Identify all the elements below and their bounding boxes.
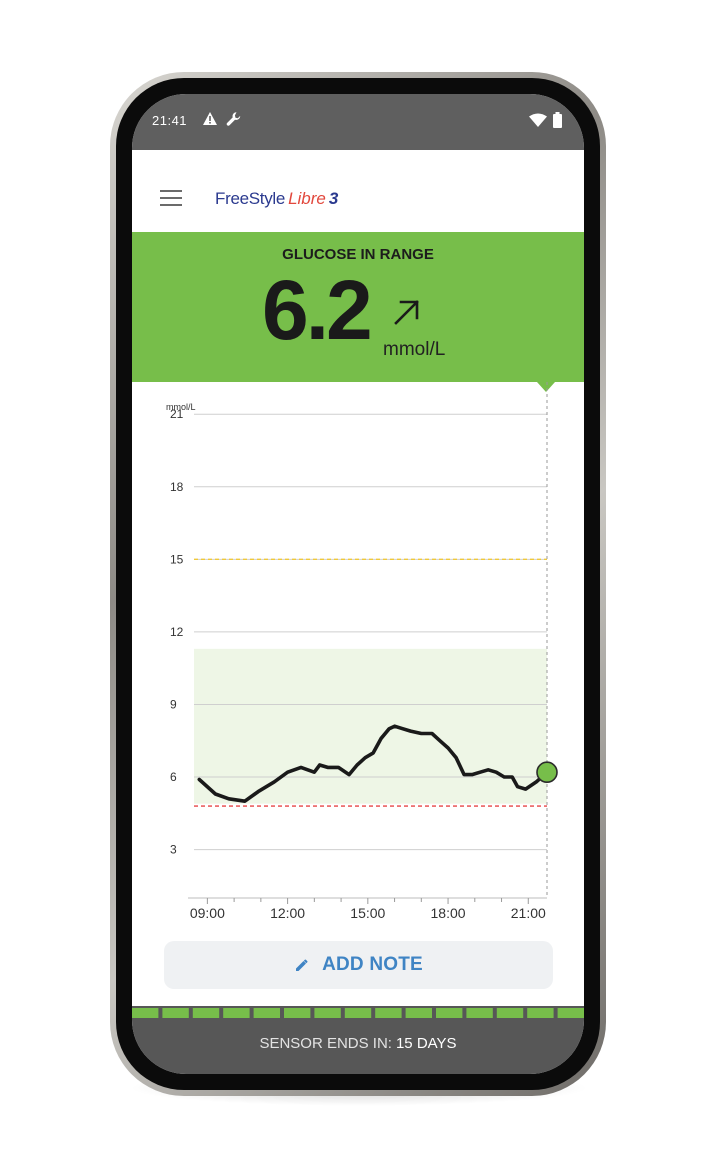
status-bar: 21:41 <box>132 94 584 150</box>
sensor-day-segment <box>527 1008 554 1018</box>
sensor-day-segment <box>405 1008 432 1018</box>
rising-arrow-icon <box>394 300 419 325</box>
app-bar: FreeStyle Libre 3 <box>132 150 584 232</box>
y-tick-label: 15 <box>170 552 184 566</box>
sensor-day-segment <box>253 1008 280 1018</box>
logo-version: 3 <box>328 189 339 208</box>
glucose-value: 6.2 <box>262 263 373 357</box>
logo-freestyle: FreeStyle <box>215 189 286 208</box>
phone-screen: 21:41 FreeStyle Libre 3 GLUCOSE IN RANGE 6… <box>132 94 584 1074</box>
battery-icon <box>553 112 562 133</box>
y-tick-label: 6 <box>170 770 177 784</box>
glucose-chart: mmol/L21 18 15 12 9 6 3 09:00 12:00 15:00 18:00 21:… <box>166 382 558 921</box>
sensor-day-segment <box>284 1008 311 1018</box>
y-tick-label: 3 <box>170 843 177 857</box>
sensor-day-segment <box>314 1008 341 1018</box>
x-tick-label: 15:00 <box>350 905 385 921</box>
sensor-day-segment <box>375 1008 402 1018</box>
sensor-day-segment <box>496 1008 524 1018</box>
y-tick-label: 9 <box>170 697 177 711</box>
sensor-day-segment <box>192 1008 220 1018</box>
y-axis-unit-label: mmol/L <box>166 402 196 412</box>
sensor-footer: SENSOR ENDS IN: 15 DAYS <box>132 1018 584 1074</box>
y-tick-label: 12 <box>170 625 184 639</box>
glucose-status-title: GLUCOSE IN RANGE <box>282 246 434 263</box>
x-tick-label: 12:00 <box>270 905 305 921</box>
sensor-progress-bar <box>132 1006 584 1018</box>
sensor-day-segment <box>557 1008 584 1018</box>
sensor-day-segment <box>132 1008 159 1018</box>
wifi-icon <box>529 113 547 132</box>
sensor-ends-label: SENSOR ENDS IN: <box>259 1034 392 1052</box>
glucose-unit: mmol/L <box>383 339 446 360</box>
x-tick-label: 21:00 <box>511 905 546 921</box>
target-range-band <box>194 648 547 804</box>
status-time: 21:41 <box>152 113 188 128</box>
x-tick-label: 09:00 <box>190 905 225 921</box>
warning-icon <box>202 111 218 131</box>
glucose-trend-line <box>197 724 549 804</box>
wrench-icon <box>226 111 242 132</box>
x-tick-label: 18:00 <box>431 905 466 921</box>
logo-libre: Libre <box>288 189 326 208</box>
y-tick-label: 18 <box>170 480 184 494</box>
pencil-icon <box>296 959 308 971</box>
sensor-days-remaining: 15 DAYS <box>395 1034 457 1052</box>
add-note-button[interactable]: ADD NOTE <box>164 941 553 989</box>
hamburger-menu-icon[interactable] <box>160 190 182 206</box>
sensor-day-segment <box>162 1008 189 1018</box>
sensor-day-segment <box>436 1008 463 1018</box>
banner-pointer <box>537 382 555 392</box>
sensor-day-segment <box>344 1008 372 1018</box>
sensor-day-segment <box>466 1008 493 1018</box>
y-tick-label: 21 <box>170 407 184 421</box>
current-reading-point <box>536 761 558 784</box>
glucose-banner: GLUCOSE IN RANGE 6.2 mmol/L <box>132 232 584 382</box>
sensor-day-segment <box>223 1008 250 1018</box>
add-note-label: ADD NOTE <box>322 954 423 975</box>
app-logo: FreeStyle Libre 3 <box>215 189 338 209</box>
